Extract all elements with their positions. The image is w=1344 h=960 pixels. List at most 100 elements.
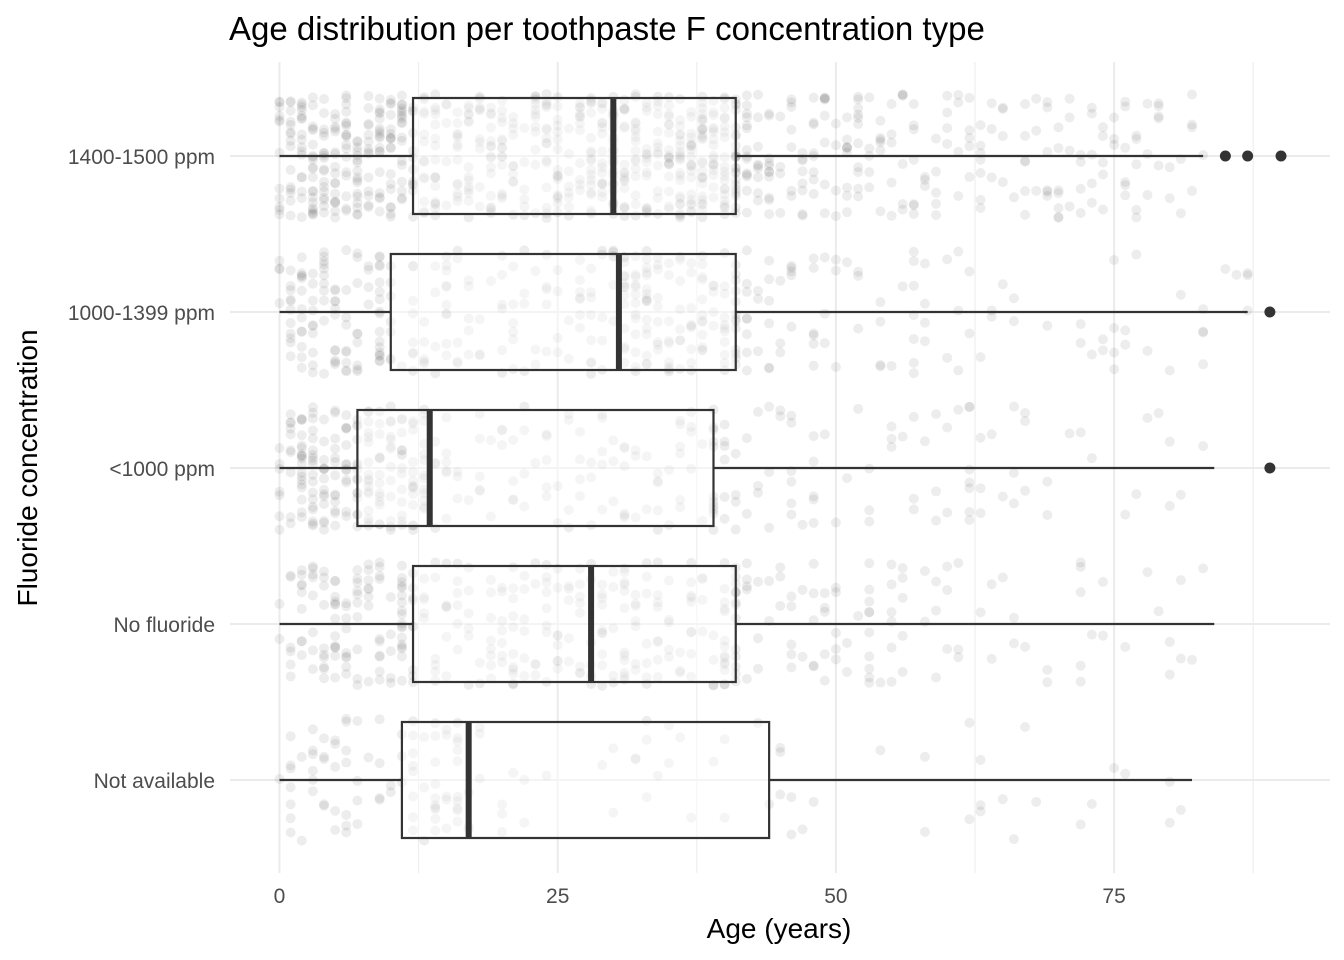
data-point bbox=[842, 207, 853, 218]
data-point bbox=[864, 607, 875, 618]
data-point bbox=[619, 567, 630, 578]
data-point bbox=[708, 140, 719, 151]
data-point bbox=[619, 121, 630, 132]
data-point bbox=[619, 655, 630, 666]
data-point bbox=[285, 782, 296, 793]
data-point bbox=[274, 193, 285, 204]
data-point bbox=[452, 154, 463, 165]
data-point bbox=[408, 499, 419, 510]
data-point bbox=[864, 584, 875, 595]
data-point bbox=[1008, 467, 1019, 478]
data-point bbox=[541, 577, 552, 588]
data-point bbox=[341, 423, 352, 434]
data-point bbox=[352, 612, 363, 623]
data-point bbox=[396, 510, 407, 521]
data-point bbox=[441, 309, 452, 320]
data-point bbox=[363, 200, 374, 211]
data-point bbox=[864, 607, 875, 618]
data-point bbox=[285, 333, 296, 344]
data-point bbox=[574, 661, 585, 672]
data-point bbox=[630, 132, 641, 143]
data-point bbox=[563, 633, 574, 644]
data-point bbox=[363, 559, 374, 570]
data-point bbox=[686, 128, 697, 139]
data-point bbox=[363, 103, 374, 114]
data-point bbox=[497, 190, 508, 201]
data-point bbox=[597, 593, 608, 604]
data-point bbox=[330, 285, 341, 296]
data-point bbox=[686, 267, 697, 278]
data-point bbox=[452, 188, 463, 199]
data-point bbox=[741, 207, 752, 218]
data-point bbox=[574, 426, 585, 437]
data-point bbox=[296, 453, 307, 464]
data-point bbox=[719, 184, 730, 195]
data-point bbox=[396, 132, 407, 143]
data-point bbox=[686, 140, 697, 151]
data-point bbox=[330, 357, 341, 368]
data-point bbox=[719, 323, 730, 334]
data-point bbox=[374, 113, 385, 124]
data-point bbox=[1175, 208, 1186, 219]
data-point bbox=[285, 294, 296, 305]
data-point bbox=[374, 260, 385, 271]
data-point bbox=[563, 656, 574, 667]
data-point bbox=[630, 616, 641, 627]
data-point bbox=[719, 419, 730, 430]
data-point bbox=[619, 167, 630, 178]
data-point bbox=[619, 671, 630, 682]
data-point bbox=[330, 407, 341, 418]
data-point bbox=[764, 274, 775, 285]
x-axis-ticks: 0 25 50 75 bbox=[274, 885, 1126, 908]
data-point bbox=[608, 435, 619, 446]
data-point bbox=[363, 575, 374, 586]
data-point bbox=[485, 660, 496, 671]
data-point bbox=[497, 159, 508, 170]
data-point bbox=[697, 439, 708, 450]
data-point bbox=[1109, 255, 1120, 266]
data-point bbox=[330, 738, 341, 749]
data-point bbox=[396, 445, 407, 456]
data-point bbox=[697, 195, 708, 206]
data-point bbox=[764, 194, 775, 205]
data-point bbox=[1142, 98, 1153, 109]
data-point bbox=[341, 601, 352, 612]
data-point bbox=[708, 153, 719, 164]
data-point bbox=[1075, 156, 1086, 167]
data-point bbox=[1242, 305, 1253, 316]
data-point bbox=[396, 113, 407, 124]
data-point bbox=[385, 99, 396, 110]
data-point bbox=[719, 320, 730, 331]
data-point bbox=[319, 649, 330, 660]
data-point bbox=[296, 312, 307, 323]
data-point bbox=[319, 164, 330, 175]
data-point bbox=[441, 631, 452, 642]
data-point bbox=[307, 92, 318, 103]
data-point bbox=[719, 170, 730, 181]
data-point bbox=[764, 467, 775, 478]
data-point bbox=[819, 308, 830, 319]
data-point bbox=[942, 561, 953, 572]
data-point bbox=[463, 281, 474, 292]
data-point bbox=[697, 123, 708, 134]
data-point bbox=[1142, 149, 1153, 160]
data-point bbox=[864, 92, 875, 103]
data-point bbox=[719, 734, 730, 745]
data-point bbox=[296, 512, 307, 523]
data-point bbox=[296, 212, 307, 223]
data-point bbox=[508, 611, 519, 622]
y-tick-label: <1000 ppm bbox=[109, 458, 215, 481]
data-point bbox=[986, 98, 997, 109]
data-point bbox=[307, 367, 318, 378]
data-point bbox=[530, 458, 541, 469]
data-point bbox=[975, 607, 986, 618]
data-point bbox=[586, 457, 597, 468]
data-point bbox=[396, 609, 407, 620]
data-point bbox=[997, 177, 1008, 188]
data-point bbox=[563, 181, 574, 192]
data-point bbox=[875, 206, 886, 217]
data-point bbox=[1120, 768, 1131, 779]
data-point bbox=[1020, 416, 1031, 427]
data-point bbox=[641, 270, 652, 281]
data-point bbox=[285, 760, 296, 771]
